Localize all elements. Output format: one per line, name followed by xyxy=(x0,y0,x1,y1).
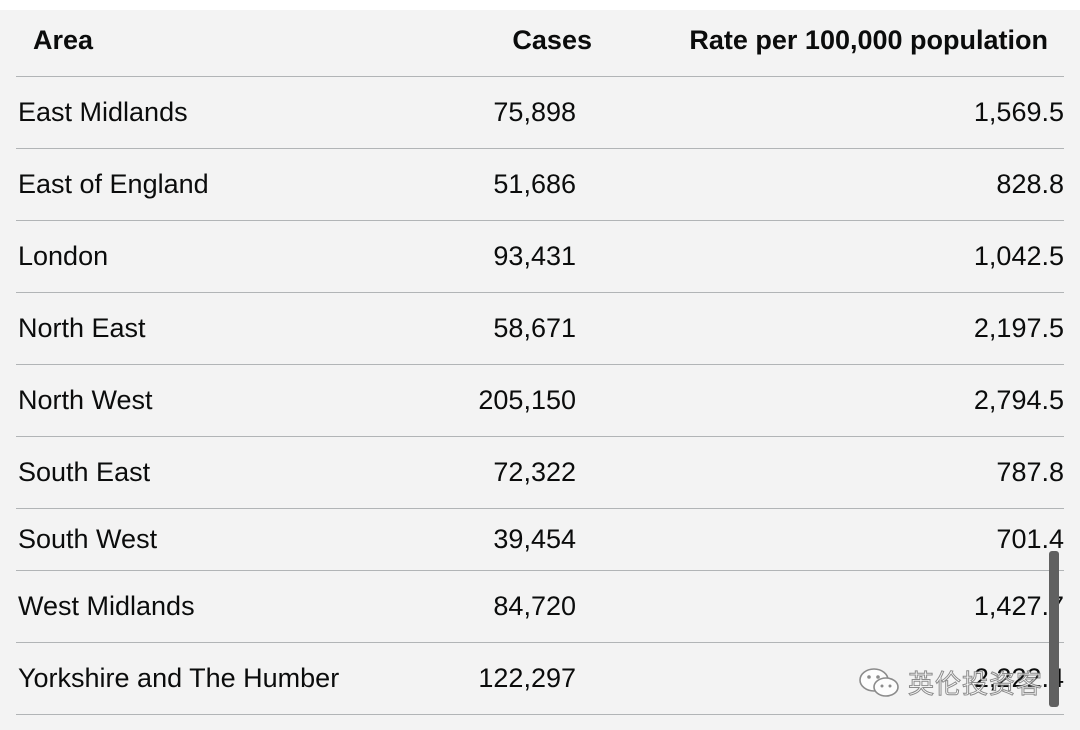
cell-rate: 787.8 xyxy=(996,457,1064,487)
table-row: North West 205,150 2,794.5 xyxy=(16,365,1064,437)
table-row: East of England 51,686 828.8 xyxy=(16,149,1064,221)
wechat-icon xyxy=(858,665,902,701)
cell-cases: 39,454 xyxy=(493,524,576,554)
cell-area: London xyxy=(18,241,109,271)
table-row: London 93,431 1,042.5 xyxy=(16,221,1064,293)
cell-cases: 58,671 xyxy=(493,313,576,343)
table-header-row: Area Cases Rate per 100,000 population xyxy=(16,4,1064,77)
cell-area: North East xyxy=(18,313,146,343)
cell-area: South West xyxy=(18,524,158,554)
top-strip xyxy=(0,0,1080,10)
cell-rate: 2,794.5 xyxy=(973,385,1064,415)
cell-area: North West xyxy=(18,385,153,415)
cell-cases: 72,322 xyxy=(493,457,576,487)
vertical-scrollbar[interactable] xyxy=(1049,551,1059,707)
watermark-text: 英伦投资客 xyxy=(907,670,1044,701)
header-cases[interactable]: Cases xyxy=(512,24,592,55)
cell-rate: 701.4 xyxy=(996,524,1064,554)
cell-cases: 75,898 xyxy=(493,97,576,127)
cell-rate: 1,427.7 xyxy=(973,591,1064,621)
cell-rate: 1,569.5 xyxy=(973,97,1064,127)
cell-rate: 2,197.5 xyxy=(973,313,1064,343)
cell-rate: 1,042.5 xyxy=(973,241,1064,271)
cell-area: West Midlands xyxy=(18,591,195,621)
cell-rate: 2,222.4 xyxy=(973,663,1064,693)
table-row: North East 58,671 2,197.5 xyxy=(16,293,1064,365)
cell-area: Yorkshire and The Humber xyxy=(18,663,340,693)
cell-area: East Midlands xyxy=(18,97,188,127)
cell-cases: 122,297 xyxy=(478,663,576,693)
cell-area: South East xyxy=(18,457,151,487)
data-table: Area Cases Rate per 100,000 population E… xyxy=(16,0,1064,715)
cell-cases: 84,720 xyxy=(493,591,576,621)
cell-cases: 205,150 xyxy=(478,385,576,415)
cell-cases: 93,431 xyxy=(493,241,576,271)
table-row: Yorkshire and The Humber 122,297 2,222.4 xyxy=(16,643,1064,715)
watermark: 英伦投资客 xyxy=(858,664,1043,701)
cell-rate: 828.8 xyxy=(996,169,1064,199)
cell-area: East of England xyxy=(18,169,209,199)
table-row: West Midlands 84,720 1,427.7 xyxy=(16,571,1064,643)
cell-cases: 51,686 xyxy=(493,169,576,199)
header-area[interactable]: Area xyxy=(33,24,94,55)
table-row: South East 72,322 787.8 xyxy=(16,437,1064,509)
table-row: East Midlands 75,898 1,569.5 xyxy=(16,77,1064,149)
table-row: South West 39,454 701.4 xyxy=(16,509,1064,571)
header-rate[interactable]: Rate per 100,000 population xyxy=(689,24,1048,55)
